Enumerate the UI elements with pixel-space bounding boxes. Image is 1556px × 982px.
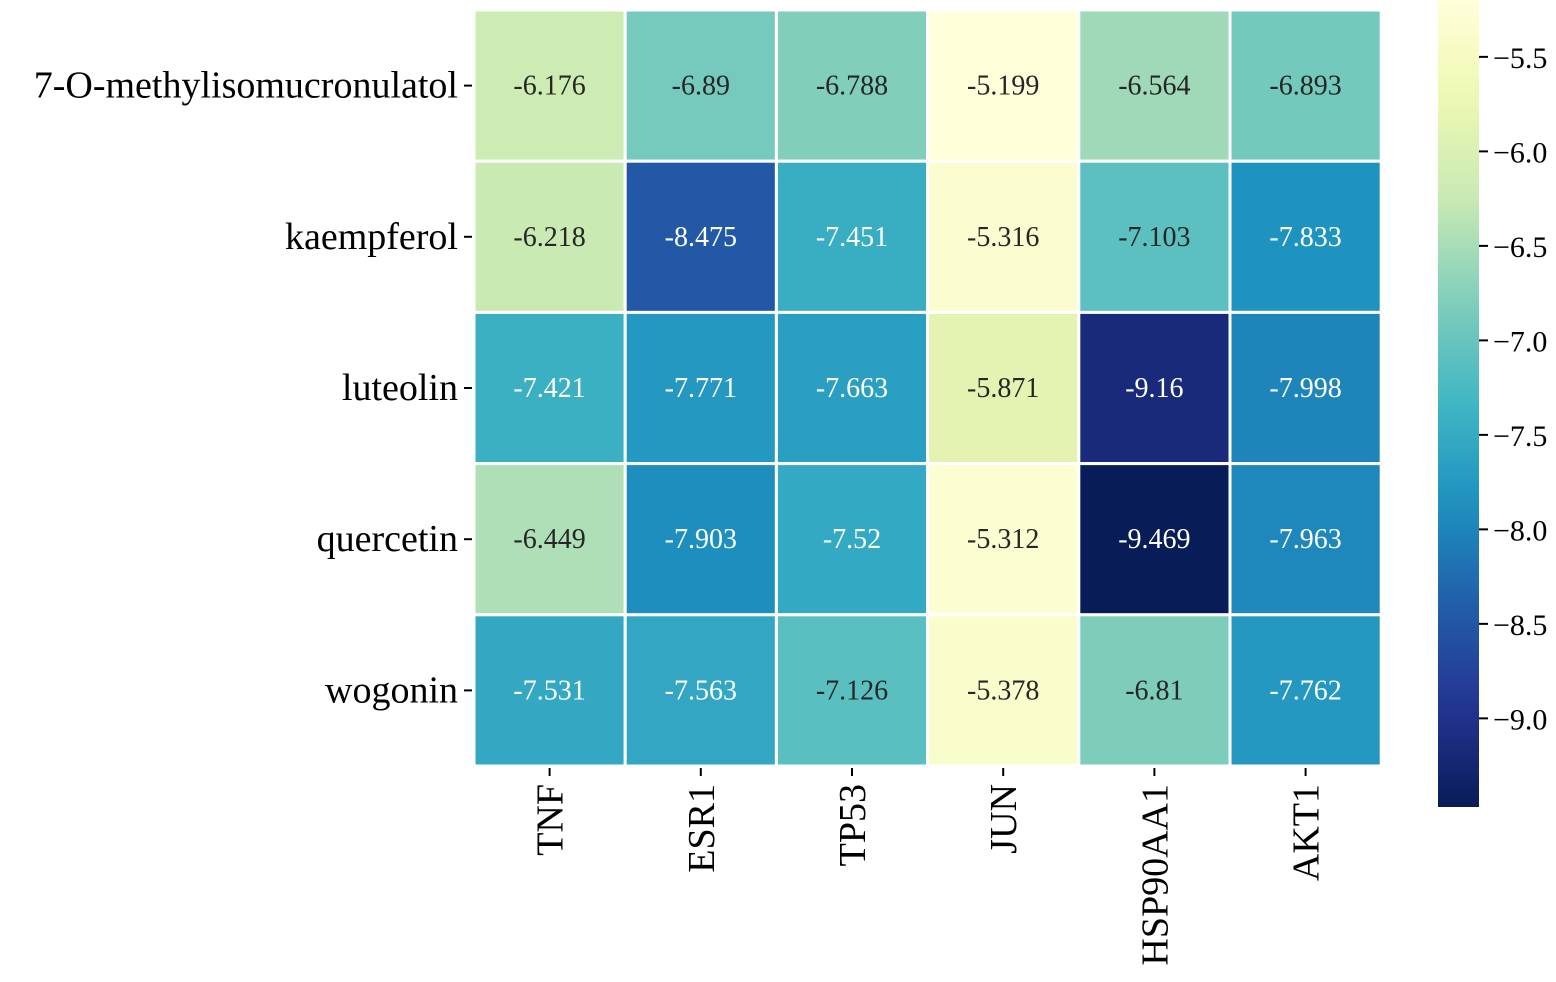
colorbar-tick-label: −9.0 xyxy=(1493,703,1547,736)
colorbar-tick-label: −8.0 xyxy=(1493,514,1547,547)
cell-value-label: -7.451 xyxy=(816,222,888,253)
row-label: luteolin xyxy=(342,367,458,409)
heatmap-cell xyxy=(926,159,1081,314)
row-label: quercetin xyxy=(317,518,458,560)
colorbar-tick-label: −7.5 xyxy=(1493,420,1547,453)
heatmap-cell xyxy=(774,8,930,163)
heatmap-value-labels: -6.176 -6.89 -6.788 -5.199 -6.564 -6.893 -6.21… xyxy=(513,71,1341,707)
colorbar-tick-label: −6.5 xyxy=(1493,231,1547,264)
cell-value-label: -7.771 xyxy=(665,373,737,404)
heatmap-cell xyxy=(472,462,627,617)
colorbar-tick-label: −5.5 xyxy=(1493,42,1547,75)
cell-value-label: -7.903 xyxy=(665,524,737,555)
colorbar-tick-label: −6.0 xyxy=(1493,136,1547,169)
heatmap-cell xyxy=(623,8,778,163)
heatmap-cell xyxy=(623,310,778,466)
column-label: AKT1 xyxy=(1286,784,1328,881)
cell-value-label: -6.81 xyxy=(1125,675,1183,706)
cell-value-label: -6.89 xyxy=(672,71,730,102)
column-label: JUN xyxy=(983,784,1025,854)
colorbar-tick-label: −7.0 xyxy=(1493,325,1547,358)
heatmap-cell xyxy=(472,8,627,163)
cell-value-label: -7.663 xyxy=(816,373,888,404)
heatmap-cell xyxy=(472,613,627,768)
cell-value-label: -5.378 xyxy=(967,675,1039,706)
column-label: TNF xyxy=(530,784,572,856)
cell-value-label: -7.563 xyxy=(665,675,737,706)
cell-value-label: -7.998 xyxy=(1269,373,1341,404)
heatmap-cell xyxy=(1077,613,1232,768)
heatmap-cell xyxy=(926,462,1081,617)
cell-value-label: -7.421 xyxy=(513,373,585,404)
cell-value-label: -6.176 xyxy=(513,71,585,102)
cell-value-label: -5.199 xyxy=(967,71,1039,102)
heatmap-cell xyxy=(1228,8,1383,163)
cell-value-label: -6.449 xyxy=(513,524,585,555)
cell-value-label: -7.762 xyxy=(1269,675,1341,706)
heatmap-cell xyxy=(1077,310,1232,466)
heatmap-cell xyxy=(623,462,778,617)
colorbar-tick-label: −8.5 xyxy=(1493,609,1547,642)
column-label: ESR1 xyxy=(681,784,723,873)
heatmap-cell xyxy=(1228,462,1383,617)
cell-value-label: -7.126 xyxy=(816,675,888,706)
cell-value-label: -6.893 xyxy=(1269,71,1341,102)
row-axis: 7-O-methylisomucronulatol kaempferol luteo… xyxy=(34,65,472,711)
cell-value-label: -6.788 xyxy=(816,71,888,102)
cell-value-label: -7.52 xyxy=(823,524,881,555)
cell-value-label: -9.16 xyxy=(1125,373,1183,404)
row-label: wogonin xyxy=(325,669,458,711)
column-label: HSP90AA1 xyxy=(1134,784,1176,966)
cell-value-label: -9.469 xyxy=(1118,524,1190,555)
row-label: 7-O-methylisomucronulatol xyxy=(34,65,458,107)
heatmap-cell xyxy=(774,613,930,768)
heatmap-cell xyxy=(926,310,1081,466)
column-axis: TNF ESR1 TP53 JUN HSP90AA1 AKT1 xyxy=(530,768,1328,966)
cell-value-label: -6.218 xyxy=(513,222,585,253)
heatmap-cell xyxy=(774,462,930,617)
cell-value-label: -5.316 xyxy=(967,222,1039,253)
cell-value-label: -5.871 xyxy=(967,373,1039,404)
heatmap-cell xyxy=(1228,310,1383,466)
cell-value-label: -7.531 xyxy=(513,675,585,706)
cell-value-label: -7.833 xyxy=(1269,222,1341,253)
column-label: TP53 xyxy=(832,784,874,866)
heatmap-cells xyxy=(472,8,1383,768)
heatmap-cell xyxy=(623,159,778,314)
cell-value-label: -7.963 xyxy=(1269,524,1341,555)
heatmap-cell xyxy=(1228,159,1383,314)
heatmap-cell xyxy=(1077,462,1232,617)
cell-value-label: -5.312 xyxy=(967,524,1039,555)
cell-value-label: -8.475 xyxy=(665,222,737,253)
heatmap-cell xyxy=(1228,613,1383,768)
cell-value-label: -6.564 xyxy=(1118,71,1190,102)
colorbar-gradient xyxy=(1438,0,1479,807)
row-label: kaempferol xyxy=(285,216,458,258)
colorbar: −5.5 −6.0 −6.5 −7.0 −7.5 −8.0 −8.5 −9.0 xyxy=(1438,0,1547,807)
heatmap-cell xyxy=(926,613,1081,768)
cell-value-label: -7.103 xyxy=(1118,222,1190,253)
